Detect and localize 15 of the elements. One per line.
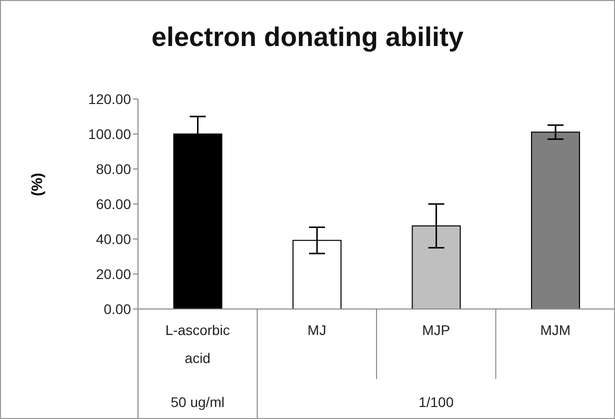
y-axis-title: (%) xyxy=(29,172,46,196)
x-tick-label: MJ xyxy=(308,322,326,338)
y-tick-label: 120.00 xyxy=(88,90,132,107)
y-tick-label: 80.00 xyxy=(96,160,132,177)
x-tick-label: L-ascorbic acid xyxy=(165,322,230,366)
y-tick-label: 0.00 xyxy=(104,300,132,317)
y-tick-label: 20.00 xyxy=(96,266,132,282)
text: 50 ug/ml xyxy=(170,394,224,410)
chart-title: electron donating ability xyxy=(150,22,465,53)
text: 1/100 xyxy=(418,394,454,410)
y-tick-label: 60.00 xyxy=(96,196,132,212)
x-tick-label: MJM xyxy=(540,322,571,338)
y-tick-label: 100.00 xyxy=(88,126,132,142)
y-tick-label: 40.00 xyxy=(96,230,132,247)
x-tick-label: MJP xyxy=(422,322,450,338)
